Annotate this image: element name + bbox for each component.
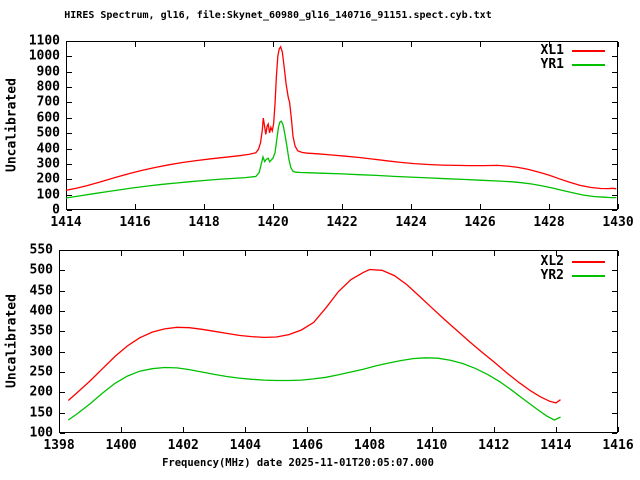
series-line-YR2 — [67, 357, 561, 421]
x-tick-label: 1420 — [257, 215, 289, 230]
x-tick-label: 1422 — [326, 215, 358, 230]
y-tick-label: 350 — [29, 323, 53, 339]
y-tick-label: 400 — [36, 141, 60, 157]
y-tick-label: 500 — [36, 125, 60, 141]
chart-title: HIRES Spectrum, gl16, file:Skynet_60980_… — [64, 10, 492, 21]
y-tick-label: 100 — [36, 187, 60, 203]
y-tick-label: 200 — [36, 171, 60, 187]
y-tick-label: 0 — [52, 202, 60, 218]
x-tick-label: 1414 — [50, 215, 82, 230]
y-tick-label: 100 — [29, 425, 53, 441]
top-plot-area — [65, 41, 619, 211]
legend-entry-yr2: YR2 — [541, 269, 605, 282]
legend-line-sample-yr1 — [572, 63, 605, 66]
x-tick-label: 1416 — [119, 215, 151, 230]
legend-top: XL1 YR1 — [541, 44, 605, 71]
y-tick-label: 300 — [36, 156, 60, 172]
plot-svg — [59, 250, 619, 434]
series-line-YR1 — [65, 120, 617, 199]
x-tick-label: 1400 — [105, 438, 137, 453]
x-tick-label: 1414 — [540, 438, 572, 453]
y-tick-label: 200 — [29, 384, 53, 400]
axis-tick-marks — [66, 41, 619, 211]
y-tick-label: 450 — [29, 283, 53, 299]
legend-label-xl1: XL1 — [540, 43, 564, 58]
series-line-XL2 — [67, 268, 561, 404]
legend-entry-xl2: XL2 — [541, 255, 605, 268]
y-tick-label: 700 — [36, 94, 60, 110]
plot-border — [59, 250, 618, 433]
x-tick-label: 1406 — [291, 438, 324, 453]
legend-line-sample-yr2 — [572, 274, 605, 277]
x-tick-label: 1404 — [229, 438, 261, 453]
plot-border — [66, 41, 618, 210]
y-tick-label: 550 — [29, 242, 53, 258]
legend-label-yr2: YR2 — [540, 268, 564, 283]
y-tick-label: 400 — [29, 303, 53, 319]
legend-entry-xl1: XL1 — [541, 44, 605, 57]
legend-label-yr1: YR1 — [540, 57, 564, 72]
x-tick-label: 1418 — [188, 215, 220, 230]
x-tick-label: 1402 — [167, 438, 199, 453]
x-tick-label: 1416 — [602, 438, 634, 453]
legend-entry-yr1: YR1 — [541, 58, 605, 71]
x-tick-label: 1424 — [395, 215, 427, 230]
x-tick-label: 1410 — [416, 438, 448, 453]
x-tick-label: 1428 — [533, 215, 565, 230]
y-tick-label: 800 — [36, 79, 60, 95]
x-axis-label: Frequency(MHz) date 2025-11-01T20:05:07.… — [162, 457, 434, 469]
series-line-XL1 — [65, 45, 617, 191]
legend-label-xl2: XL2 — [540, 254, 564, 269]
x-tick-label: 1430 — [602, 215, 634, 230]
y-tick-label: 1100 — [28, 33, 60, 49]
legend-line-sample-xl1 — [572, 49, 605, 52]
bottom-plot-area — [59, 250, 619, 434]
axis-tick-marks — [59, 250, 619, 434]
plot-svg — [65, 41, 619, 211]
y-tick-label: 1000 — [28, 48, 60, 64]
legend-line-sample-xl2 — [572, 260, 605, 263]
x-tick-label: 1398 — [43, 438, 75, 453]
x-tick-label: 1412 — [478, 438, 510, 453]
y-tick-label: 300 — [29, 344, 53, 360]
y-tick-label: 500 — [29, 262, 53, 278]
x-tick-label: 1426 — [464, 215, 496, 230]
legend-bottom: XL2 YR2 — [541, 255, 605, 282]
y-tick-label: 900 — [36, 64, 60, 80]
y-tick-label: 150 — [29, 405, 53, 421]
y-tick-label: 600 — [36, 110, 60, 126]
y-tick-label: 250 — [29, 364, 53, 380]
x-tick-label: 1408 — [353, 438, 386, 453]
